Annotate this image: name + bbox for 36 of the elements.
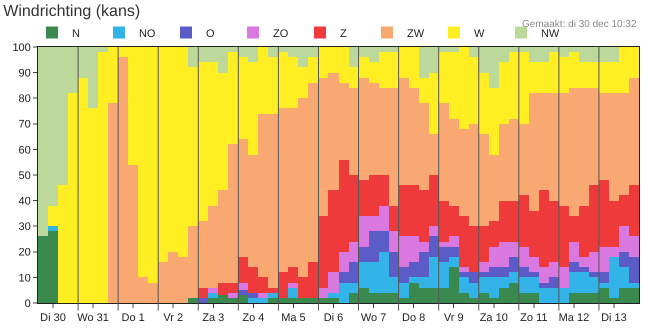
x-tick-label: Za 10 (480, 312, 508, 324)
legend-label: ZW (406, 28, 425, 40)
y-tick-label: 40 (18, 195, 31, 208)
y-tick-label: 30 (18, 221, 31, 234)
legend-label: NO (138, 28, 156, 40)
x-tick-label: Zo 11 (520, 312, 548, 324)
x-tick-label: Do 8 (402, 312, 426, 324)
x-tick-label: Ma 5 (281, 312, 306, 324)
y-tick-label: 60 (18, 144, 31, 156)
x-tick-label: Wo 31 (77, 312, 109, 324)
x-tick-label: Di 6 (324, 312, 344, 324)
y-tick-label: 20 (18, 246, 31, 259)
x-tick-label: Zo 4 (242, 312, 264, 324)
legend-label: N (72, 28, 80, 40)
x-tick-label: Di 30 (40, 312, 66, 324)
x-tick-label: Di 13 (601, 312, 627, 324)
x-tick-label: Ma 12 (558, 312, 590, 324)
y-tick-label: 80 (18, 93, 31, 106)
x-tick-label: Wo 7 (360, 312, 386, 324)
legend-label: O (206, 28, 215, 40)
y-tick-label: 0 (24, 298, 31, 310)
chart-title: Windrichting (kans) (3, 3, 140, 20)
legend-label: Z (340, 28, 347, 40)
legend-label: NW (540, 28, 560, 40)
legend-label: W (474, 28, 485, 40)
x-tick-label: Za 3 (202, 312, 224, 324)
y-tick-label: 100 (12, 42, 31, 54)
y-tick-label: 90 (18, 67, 31, 80)
x-tick-label: Vr 9 (444, 312, 464, 324)
y-tick-label: 10 (18, 272, 31, 284)
x-tick-label: Vr 2 (163, 312, 184, 324)
y-tick-label: 70 (18, 118, 31, 131)
y-tick-label: 50 (18, 170, 31, 182)
legend-label: ZO (272, 28, 289, 40)
x-tick-label: Do 1 (122, 312, 145, 324)
text: Gemaakt: di 30 dec 10:32 (522, 19, 637, 30)
